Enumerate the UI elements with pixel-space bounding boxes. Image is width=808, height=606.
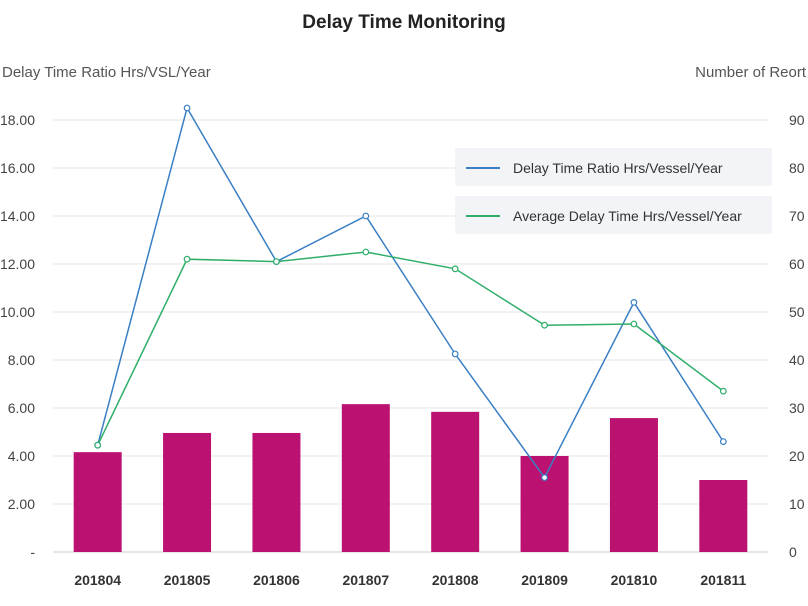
series-point [541, 474, 548, 482]
left-tick-label: 2.00 [8, 496, 35, 512]
series-point [362, 248, 370, 256]
series-point [451, 265, 459, 273]
series-point [362, 212, 370, 220]
left-tick-label: 4.00 [8, 448, 35, 464]
series-line [96, 106, 724, 480]
left-tick-label: 6.00 [8, 400, 35, 416]
bar-series [73, 404, 748, 552]
right-tick-label: 10 [789, 496, 805, 512]
bar [163, 432, 212, 552]
series-point [94, 441, 102, 449]
x-tick-label: 201808 [432, 572, 479, 588]
line-series [94, 104, 727, 482]
series-line [97, 251, 724, 446]
right-tick-label: 20 [789, 448, 805, 464]
right-tick-label: 30 [789, 400, 805, 416]
series-point [541, 321, 548, 329]
right-tick-label: 60 [789, 256, 805, 272]
legend: Delay Time Ratio Hrs/Vessel/Year Average… [455, 148, 772, 234]
series-point [273, 258, 280, 266]
series-point [451, 350, 459, 358]
bar [609, 418, 658, 552]
left-tick-label: 12.00 [0, 256, 35, 272]
bar [341, 404, 390, 552]
left-tick-label: 14.00 [0, 208, 35, 224]
x-tick-label: 201809 [521, 572, 568, 588]
right-tick-label: 90 [789, 112, 805, 128]
legend-label-average-delay: Average Delay Time Hrs/Vessel/Year [513, 208, 742, 224]
legend-label-delay-ratio: Delay Time Ratio Hrs/Vessel/Year [513, 160, 723, 176]
series-point [183, 255, 191, 263]
bar [252, 432, 301, 552]
right-tick-label: 70 [789, 208, 805, 224]
series-point [630, 299, 638, 306]
x-tick-label: 201807 [342, 572, 389, 588]
right-tick-label: 0 [789, 544, 797, 560]
left-tick-label: 18.00 [0, 112, 35, 128]
series-point [630, 320, 638, 328]
bar [73, 452, 122, 552]
series-point [183, 104, 191, 112]
left-tick-label: 16.00 [0, 160, 35, 176]
axis-ticks: - 2.00 4.00 6.00 8.00 10.00 12.00 14.00 16.00 18.… [0, 112, 805, 588]
x-tick-label: 201805 [164, 572, 211, 588]
series-point [719, 387, 727, 395]
series-point [719, 438, 727, 446]
right-axis-title: Number of Reort [695, 64, 807, 81]
left-tick-label: 10.00 [0, 304, 35, 320]
bar [520, 456, 569, 552]
left-tick-label: 8.00 [8, 352, 35, 368]
right-tick-label: 80 [789, 160, 805, 176]
legend-item-bg-1 [455, 148, 772, 186]
left-axis-title: Delay Time Ratio Hrs/VSL/Year [2, 64, 211, 81]
bar [431, 411, 480, 552]
x-tick-label: 201806 [253, 572, 300, 588]
bar [699, 480, 748, 552]
x-tick-label: 201804 [74, 572, 121, 588]
chart-title: Delay Time Monitoring [302, 12, 505, 33]
right-tick-label: 50 [789, 304, 805, 320]
x-tick-label: 201811 [700, 572, 746, 588]
left-tick-label: - [30, 544, 35, 560]
x-tick-label: 201810 [611, 572, 658, 588]
legend-item-bg-2 [455, 196, 772, 234]
right-tick-label: 40 [789, 352, 805, 368]
